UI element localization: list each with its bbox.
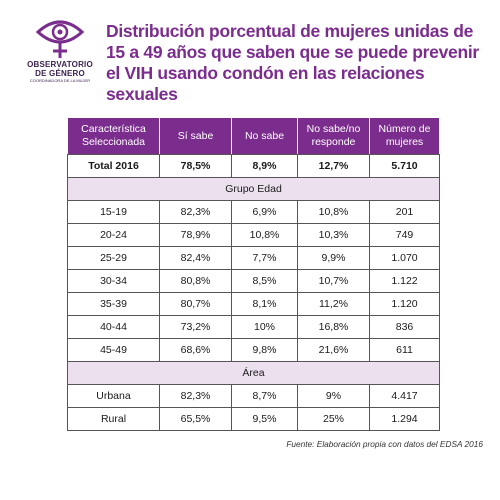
table-body: Total 2016 78,5% 8,9% 12,7% 5.710 Grupo … bbox=[67, 154, 440, 431]
table-row: 45-49 68,6% 9,8% 21,6% 611 bbox=[67, 338, 440, 362]
table-row: Urbana 82,3% 8,7% 9% 4.417 bbox=[67, 384, 440, 408]
table-row: Rural 65,5% 9,5% 25% 1.294 bbox=[67, 407, 440, 431]
table-cell: 16,8% bbox=[297, 315, 370, 339]
table-row: 15-19 82,3% 6,9% 10,8% 201 bbox=[67, 200, 440, 224]
table-cell: 836 bbox=[369, 315, 440, 339]
total-row: Total 2016 78,5% 8,9% 12,7% 5.710 bbox=[67, 154, 440, 178]
table-cell: 4.417 bbox=[369, 384, 440, 408]
table-cell: Urbana bbox=[67, 384, 160, 408]
table-cell: 45-49 bbox=[67, 338, 160, 362]
table-cell: 35-39 bbox=[67, 292, 160, 316]
table-cell: 1.294 bbox=[369, 407, 440, 431]
table-cell: 9% bbox=[297, 384, 370, 408]
table-cell: 12,7% bbox=[297, 154, 370, 178]
table-cell: 1.070 bbox=[369, 246, 440, 270]
table-cell: Total 2016 bbox=[67, 154, 160, 178]
table-cell: 9,8% bbox=[231, 338, 298, 362]
observatorio-logo: OBSERVATORIO DE GÉNERO COORDINADORA DE L… bbox=[22, 18, 98, 84]
table-cell: 7,7% bbox=[231, 246, 298, 270]
eye-venus-logo-icon bbox=[35, 20, 85, 58]
table-cell: 9,5% bbox=[231, 407, 298, 431]
table-cell: 15-19 bbox=[67, 200, 160, 224]
table-cell: 10,8% bbox=[297, 200, 370, 224]
table-cell: 611 bbox=[369, 338, 440, 362]
section-title: Área bbox=[67, 361, 440, 385]
logo-text-line2: DE GÉNERO bbox=[35, 69, 85, 78]
column-header: No sabe bbox=[231, 117, 298, 155]
table-cell: 65,5% bbox=[159, 407, 232, 431]
table-cell: 8,9% bbox=[231, 154, 298, 178]
table-cell: 40-44 bbox=[67, 315, 160, 339]
table-cell: 201 bbox=[369, 200, 440, 224]
table-cell: 25-29 bbox=[67, 246, 160, 270]
table-row: 20-24 78,9% 10,8% 10,3% 749 bbox=[67, 223, 440, 247]
logo-text-line3: COORDINADORA DE LA MUJER bbox=[29, 78, 91, 83]
table-row: 25-29 82,4% 7,7% 9,9% 1.070 bbox=[67, 246, 440, 270]
table-cell: 82,3% bbox=[159, 384, 232, 408]
table-cell: 6,9% bbox=[231, 200, 298, 224]
table-cell: 1.120 bbox=[369, 292, 440, 316]
table-cell: 8,1% bbox=[231, 292, 298, 316]
table-cell: 1.122 bbox=[369, 269, 440, 293]
table-cell: 8,7% bbox=[231, 384, 298, 408]
page-title: Distribución porcentual de mujeres unida… bbox=[106, 21, 479, 104]
table-row: 30-34 80,8% 8,5% 10,7% 1.122 bbox=[67, 269, 440, 293]
table-cell: 9,9% bbox=[297, 246, 370, 270]
data-table: Característica Seleccionada Sí sabe No s… bbox=[67, 117, 440, 431]
table-row: 40-44 73,2% 10% 16,8% 836 bbox=[67, 315, 440, 339]
section-header-row: Grupo Edad bbox=[67, 177, 440, 201]
table-cell: 68,6% bbox=[159, 338, 232, 362]
table-cell: Rural bbox=[67, 407, 160, 431]
column-header: No sabe/no responde bbox=[297, 117, 370, 155]
table-cell: 80,8% bbox=[159, 269, 232, 293]
table-cell: 20-24 bbox=[67, 223, 160, 247]
logo-text-line1: OBSERVATORIO bbox=[27, 60, 93, 69]
table-cell: 5.710 bbox=[369, 154, 440, 178]
table-header-row: Característica Seleccionada Sí sabe No s… bbox=[67, 117, 440, 155]
table-cell: 749 bbox=[369, 223, 440, 247]
table-cell: 30-34 bbox=[67, 269, 160, 293]
column-header: Número de mujeres bbox=[369, 117, 440, 155]
table-cell: 8,5% bbox=[231, 269, 298, 293]
source-note: Fuente: Elaboración propia con datos del… bbox=[286, 439, 483, 449]
table-cell: 11,2% bbox=[297, 292, 370, 316]
table-row: 35-39 80,7% 8,1% 11,2% 1.120 bbox=[67, 292, 440, 316]
section-header-row: Área bbox=[67, 361, 440, 385]
table-cell: 82,4% bbox=[159, 246, 232, 270]
table-cell: 10,7% bbox=[297, 269, 370, 293]
table-cell: 10% bbox=[231, 315, 298, 339]
section-title: Grupo Edad bbox=[67, 177, 440, 201]
table-cell: 78,5% bbox=[159, 154, 232, 178]
table-cell: 80,7% bbox=[159, 292, 232, 316]
column-header: Sí sabe bbox=[159, 117, 232, 155]
table-cell: 21,6% bbox=[297, 338, 370, 362]
table-cell: 10,3% bbox=[297, 223, 370, 247]
table-cell: 73,2% bbox=[159, 315, 232, 339]
table-cell: 10,8% bbox=[231, 223, 298, 247]
column-header: Característica Seleccionada bbox=[67, 117, 160, 155]
table-cell: 78,9% bbox=[159, 223, 232, 247]
table-cell: 82,3% bbox=[159, 200, 232, 224]
table-cell: 25% bbox=[297, 407, 370, 431]
